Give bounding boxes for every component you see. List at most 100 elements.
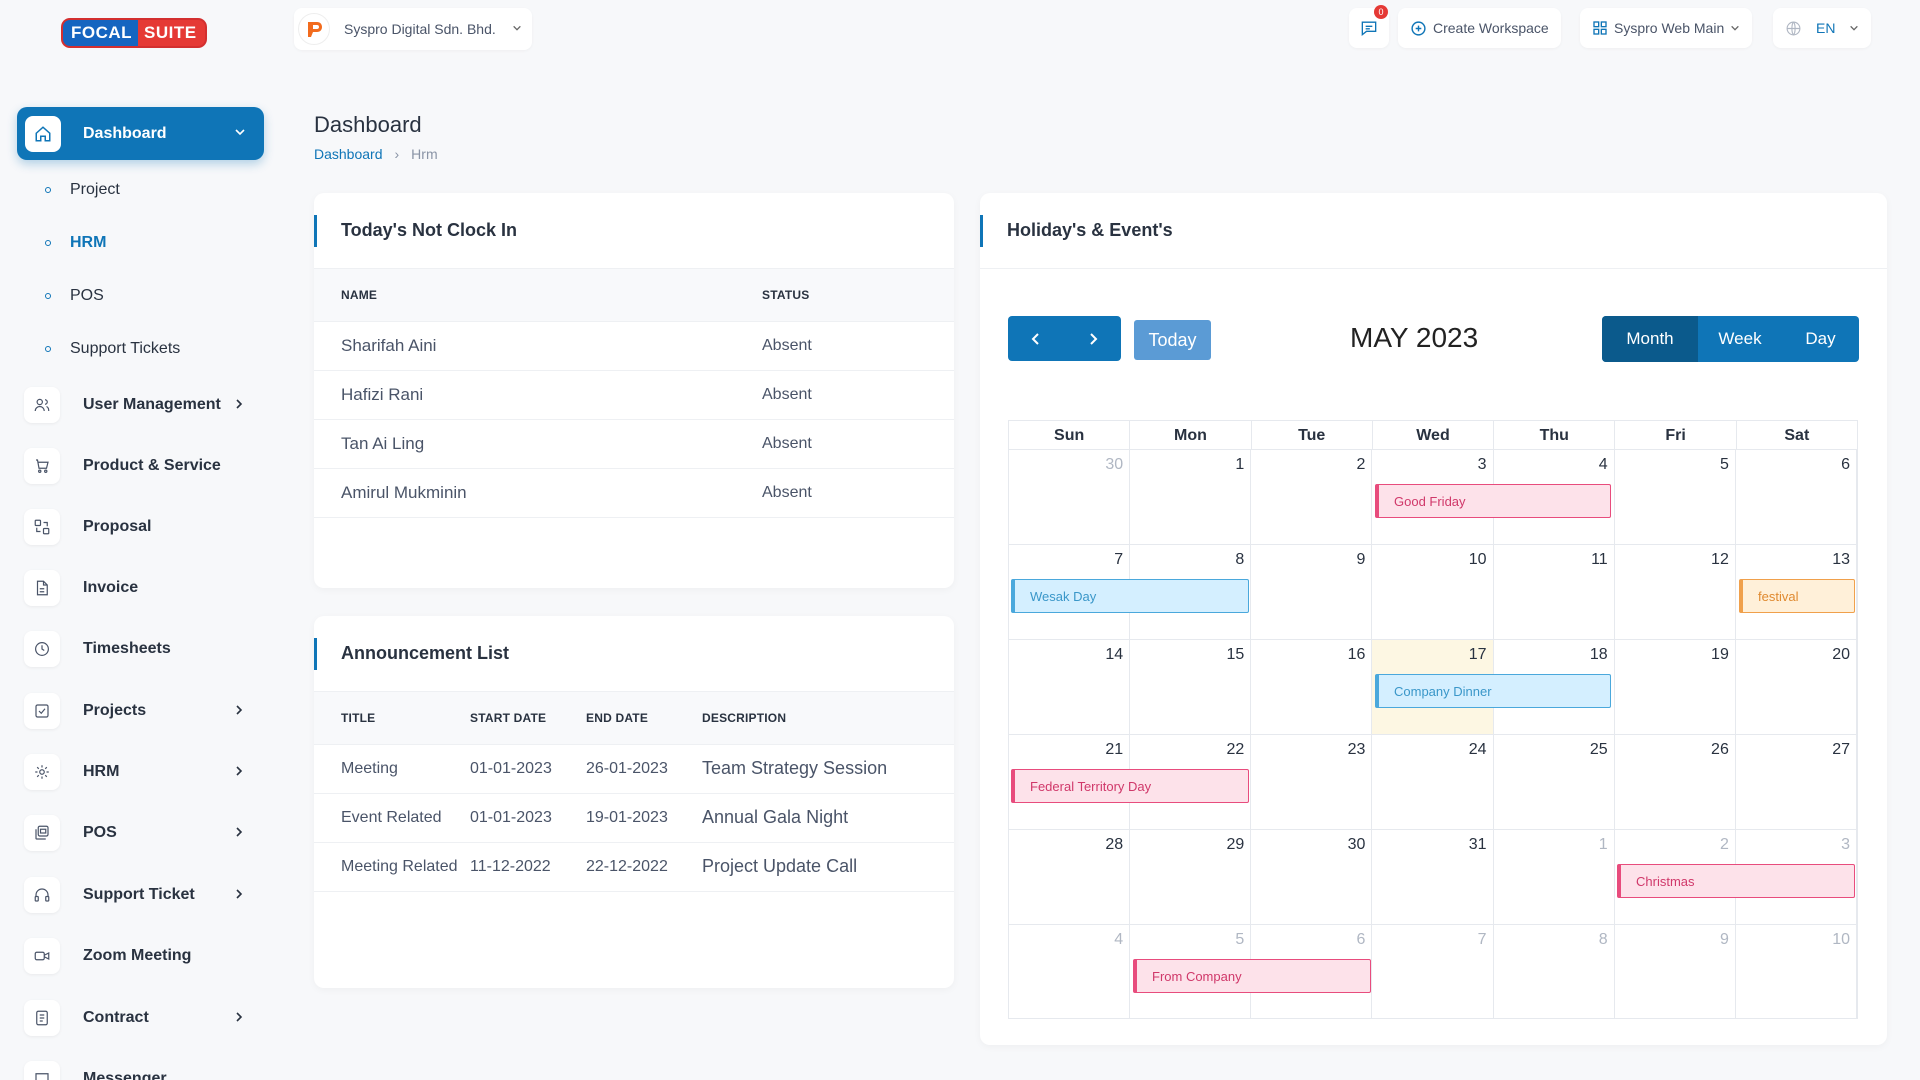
sidebar-item-support-ticket[interactable]: Support Ticket [24, 875, 264, 915]
calendar-day[interactable]: 30 [1009, 450, 1131, 544]
card-title: Today's Not Clock In [341, 220, 517, 240]
calendar-week: 14 15 16 17 18 19 20 Company Dinner [1008, 639, 1858, 734]
create-workspace-button[interactable]: Create Workspace [1398, 8, 1561, 48]
calendar-day[interactable]: 28 [1009, 830, 1131, 924]
description: Annual Gala Night [702, 793, 954, 843]
calendar-day[interactable]: 31 [1372, 830, 1494, 924]
weekday-label: Mon [1130, 421, 1252, 449]
sidebar-item-messenger[interactable]: Messenger [24, 1059, 264, 1080]
event-festival[interactable]: festival [1739, 579, 1855, 613]
prev-month-button[interactable] [1008, 316, 1065, 361]
sidebar-item-product-service[interactable]: Product & Service [24, 446, 264, 486]
sidebar-item-dashboard[interactable]: Dashboard [17, 107, 264, 160]
notifications-button[interactable]: 0 [1349, 5, 1389, 48]
sidebar-item-proposal[interactable]: Proposal [24, 507, 264, 547]
calendar-day[interactable]: 4 [1009, 925, 1131, 1018]
calendar-day[interactable]: 19 [1615, 640, 1736, 734]
event-good-friday[interactable]: Good Friday [1375, 484, 1611, 518]
chevron-down-icon [1730, 20, 1740, 36]
end-date: 22-12-2022 [586, 842, 702, 892]
calendar-day[interactable]: 16 [1251, 640, 1373, 734]
sidebar-item-label: Dashboard [83, 124, 167, 142]
calendar-day[interactable]: 6 [1251, 925, 1373, 1018]
breadcrumb-link-dashboard[interactable]: Dashboard [314, 146, 383, 162]
view-day-button[interactable]: Day [1805, 329, 1836, 348]
column-header[interactable]: END DATE [586, 692, 702, 745]
sidebar-subitem-hrm[interactable]: HRM [45, 231, 106, 255]
sidebar-item-label: HRM [83, 763, 120, 780]
calendar-day[interactable]: 29 [1130, 830, 1252, 924]
next-month-button[interactable] [1065, 316, 1122, 361]
end-date: 19-01-2023 [586, 793, 702, 843]
calendar-day[interactable]: 6 [1736, 450, 1857, 544]
view-week-button[interactable]: Week [1718, 329, 1762, 348]
calendar-day[interactable]: 9 [1251, 545, 1373, 639]
column-header[interactable]: START DATE [470, 692, 586, 745]
calendar-day[interactable]: 1 [1494, 830, 1615, 924]
sidebar-subitem-support-tickets[interactable]: Support Tickets [45, 337, 180, 361]
calendar-day[interactable]: 24 [1372, 735, 1494, 829]
sidebar-subitem-project[interactable]: Project [45, 178, 120, 202]
calendar-day[interactable]: 30 [1251, 830, 1373, 924]
calendar-day[interactable]: 2 [1251, 450, 1373, 544]
calendar-day[interactable]: 9 [1615, 925, 1736, 1018]
calendar-day[interactable]: 20 [1736, 640, 1857, 734]
column-header[interactable]: STATUS [762, 269, 954, 322]
sidebar-item-pos[interactable]: POS [24, 813, 264, 853]
start-date: 01-01-2023 [470, 793, 586, 843]
calendar-day[interactable]: 10 [1736, 925, 1857, 1018]
clock-icon [24, 631, 60, 667]
chevron-right-icon: › [394, 146, 400, 162]
company-selector[interactable]: Syspro Digital Sdn. Bhd. [294, 8, 532, 50]
sidebar-item-timesheets[interactable]: Timesheets [24, 629, 264, 669]
calendar-day[interactable]: 23 [1251, 735, 1373, 829]
language-selector[interactable]: EN [1773, 8, 1872, 48]
event-christmas[interactable]: Christmas [1617, 864, 1855, 898]
chevron-right-icon [234, 825, 244, 841]
chevron-right-icon [234, 703, 244, 719]
calendar-day[interactable]: 12 [1615, 545, 1736, 639]
chat-icon [1361, 21, 1377, 37]
event-company-dinner[interactable]: Company Dinner [1375, 674, 1611, 708]
not-clock-in-table: NAME STATUS Sharifah Aini Absent Hafizi R… [314, 269, 954, 518]
sidebar-item-hrm[interactable]: HRM [24, 752, 264, 792]
sidebar-item-projects[interactable]: Projects [24, 691, 264, 731]
calendar-day[interactable]: 8 [1494, 925, 1615, 1018]
calendar-day[interactable]: 26 [1615, 735, 1736, 829]
calendar-day[interactable]: 22 [1130, 735, 1252, 829]
workspace-selector[interactable]: Syspro Web Main [1580, 8, 1753, 48]
sidebar-subitem-pos[interactable]: POS [45, 284, 104, 308]
column-header[interactable]: NAME [314, 269, 762, 322]
calendar-month-title: MAY 2023 [1350, 322, 1479, 353]
event-from-company[interactable]: From Company [1133, 959, 1371, 993]
calendar-day[interactable]: 8 [1130, 545, 1252, 639]
sidebar-item-label: Product & Service [83, 457, 221, 474]
event-federal-territory-day[interactable]: Federal Territory Day [1011, 769, 1249, 803]
calendar-day[interactable]: 3 [1736, 830, 1857, 924]
calendar-day[interactable]: 27 [1736, 735, 1857, 829]
event-wesak-day[interactable]: Wesak Day [1011, 579, 1249, 613]
bullet-icon [45, 240, 51, 246]
calendar-day[interactable]: 4 [1494, 450, 1615, 544]
calendar-day[interactable]: 7 [1372, 925, 1494, 1018]
column-header[interactable]: DESCRIPTION [702, 692, 954, 745]
logo-part-2: SUITE [138, 18, 207, 48]
app-logo[interactable]: FOCAL SUITE [61, 18, 207, 48]
calendar-day[interactable]: 25 [1494, 735, 1615, 829]
calendar-day[interactable]: 5 [1615, 450, 1736, 544]
calendar-day[interactable]: 1 [1130, 450, 1252, 544]
calendar-nav [1008, 316, 1121, 361]
calendar-day[interactable]: 13 [1736, 545, 1857, 639]
view-month-button[interactable]: Month [1602, 316, 1698, 362]
calendar-day[interactable]: 14 [1009, 640, 1131, 734]
calendar-day[interactable]: 15 [1130, 640, 1252, 734]
calendar-day[interactable]: 18 [1494, 640, 1615, 734]
sidebar-item-user-management[interactable]: User Management [24, 385, 264, 425]
today-button[interactable]: Today [1134, 320, 1211, 360]
sidebar-item-invoice[interactable]: Invoice [24, 568, 264, 608]
calendar-day[interactable]: 10 [1372, 545, 1494, 639]
calendar-day[interactable]: 11 [1494, 545, 1615, 639]
column-header[interactable]: TITLE [314, 692, 470, 745]
sidebar-item-zoom-meeting[interactable]: Zoom Meeting [24, 936, 264, 976]
sidebar-item-contract[interactable]: Contract [24, 998, 264, 1038]
